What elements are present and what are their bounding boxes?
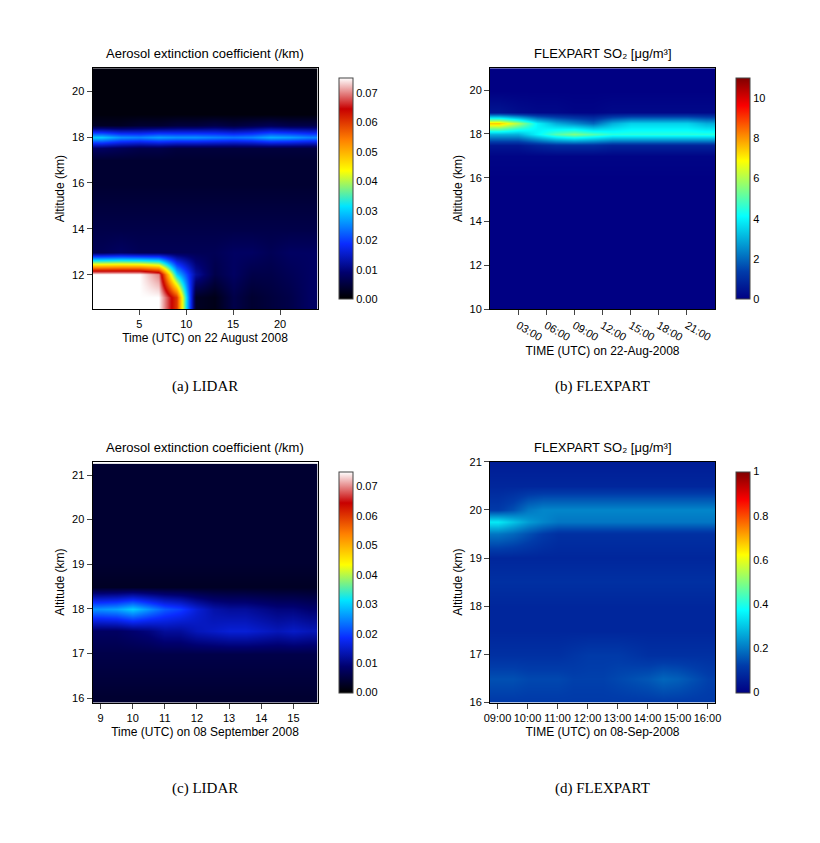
svg-text:FLEXPART SO₂ [μg/m³]: FLEXPART SO₂ [μg/m³]: [534, 440, 672, 455]
svg-text:14: 14: [470, 215, 482, 227]
svg-text:20: 20: [72, 513, 84, 525]
svg-text:0: 0: [753, 293, 759, 305]
svg-text:(c) LIDAR: (c) LIDAR: [172, 780, 238, 797]
svg-text:19: 19: [72, 558, 84, 570]
svg-text:0.04: 0.04: [356, 175, 377, 187]
svg-text:0.01: 0.01: [356, 264, 377, 276]
svg-text:09:00: 09:00: [571, 319, 601, 343]
svg-text:06:00: 06:00: [543, 319, 573, 343]
svg-text:TIME (UTC) on 08-Sep-2008: TIME (UTC) on 08-Sep-2008: [525, 725, 679, 739]
svg-text:0.04: 0.04: [356, 569, 377, 581]
svg-text:0: 0: [753, 686, 759, 698]
svg-text:Altitude (km): Altitude (km): [451, 548, 465, 615]
svg-text:19: 19: [470, 552, 482, 564]
svg-text:16: 16: [470, 696, 482, 708]
svg-text:0.05: 0.05: [356, 146, 377, 158]
svg-text:FLEXPART SO₂ [μg/m³]: FLEXPART SO₂ [μg/m³]: [534, 46, 672, 61]
svg-text:Time (UTC) on 08 September 200: Time (UTC) on 08 September 2008: [111, 725, 299, 739]
svg-text:20: 20: [274, 318, 286, 330]
svg-text:Altitude (km): Altitude (km): [53, 548, 67, 615]
svg-text:16: 16: [72, 177, 84, 189]
svg-text:(a) LIDAR: (a) LIDAR: [172, 378, 238, 395]
svg-text:8: 8: [753, 132, 759, 144]
svg-text:4: 4: [753, 213, 759, 225]
svg-text:15:00: 15:00: [664, 712, 692, 724]
svg-text:13:00: 13:00: [604, 712, 632, 724]
svg-text:12: 12: [470, 259, 482, 271]
svg-text:15: 15: [287, 712, 299, 724]
svg-text:0.00: 0.00: [356, 686, 377, 698]
svg-text:18: 18: [470, 128, 482, 140]
svg-text:Altitude (km): Altitude (km): [53, 155, 67, 222]
svg-text:20: 20: [470, 84, 482, 96]
svg-text:20: 20: [72, 85, 84, 97]
svg-text:14:00: 14:00: [634, 712, 662, 724]
svg-text:12:00: 12:00: [574, 712, 602, 724]
svg-text:0.00: 0.00: [356, 293, 377, 305]
svg-text:16: 16: [72, 692, 84, 704]
svg-text:11: 11: [159, 712, 170, 724]
svg-text:0.06: 0.06: [356, 116, 377, 128]
svg-text:Altitude (km): Altitude (km): [451, 155, 465, 222]
svg-text:18: 18: [470, 600, 482, 612]
svg-text:0.4: 0.4: [753, 598, 768, 610]
svg-text:03:00: 03:00: [514, 319, 544, 343]
svg-text:21: 21: [72, 469, 84, 481]
svg-text:21: 21: [470, 456, 482, 468]
svg-text:(d) FLEXPART: (d) FLEXPART: [555, 780, 650, 797]
svg-text:15:00: 15:00: [627, 319, 657, 343]
svg-text:15: 15: [227, 318, 239, 330]
svg-text:09:00: 09:00: [484, 712, 512, 724]
svg-text:(b) FLEXPART: (b) FLEXPART: [555, 378, 650, 395]
svg-text:5: 5: [136, 318, 142, 330]
svg-text:12:00: 12:00: [599, 319, 629, 343]
svg-text:11:00: 11:00: [544, 712, 571, 724]
svg-text:Aerosol extinction coefficient: Aerosol extinction coefficient (/km): [106, 440, 304, 455]
svg-text:0.6: 0.6: [753, 554, 768, 566]
svg-text:18: 18: [72, 603, 84, 615]
svg-text:10:00: 10:00: [514, 712, 542, 724]
svg-text:0.03: 0.03: [356, 205, 377, 217]
svg-text:0.05: 0.05: [356, 539, 377, 551]
svg-text:Time (UTC) on 22 August 2008: Time (UTC) on 22 August 2008: [122, 331, 288, 345]
svg-text:12: 12: [191, 712, 203, 724]
svg-text:0.01: 0.01: [356, 657, 377, 669]
svg-text:21:00: 21:00: [683, 319, 713, 343]
svg-text:1: 1: [753, 465, 759, 477]
svg-text:18: 18: [72, 131, 84, 143]
svg-text:0.07: 0.07: [356, 87, 377, 99]
svg-text:12: 12: [72, 269, 84, 281]
svg-text:16: 16: [470, 172, 482, 184]
svg-text:20: 20: [470, 504, 482, 516]
svg-text:14: 14: [255, 712, 267, 724]
svg-text:0.2: 0.2: [753, 642, 768, 654]
svg-text:10: 10: [753, 92, 765, 104]
svg-text:Aerosol extinction coefficient: Aerosol extinction coefficient (/km): [106, 46, 304, 61]
svg-text:17: 17: [72, 647, 84, 659]
svg-text:10: 10: [180, 318, 192, 330]
svg-text:0.02: 0.02: [356, 234, 377, 246]
svg-text:0.07: 0.07: [356, 480, 377, 492]
svg-text:14: 14: [72, 223, 84, 235]
svg-text:17: 17: [470, 648, 482, 660]
svg-text:0.06: 0.06: [356, 510, 377, 522]
svg-text:9: 9: [97, 712, 103, 724]
svg-text:10: 10: [470, 303, 482, 315]
svg-text:0.8: 0.8: [753, 510, 768, 522]
svg-text:18:00: 18:00: [655, 319, 685, 343]
svg-text:10: 10: [127, 712, 139, 724]
svg-text:16:00: 16:00: [694, 712, 722, 724]
svg-text:6: 6: [753, 172, 759, 184]
svg-text:2: 2: [753, 253, 759, 265]
svg-text:13: 13: [223, 712, 235, 724]
svg-text:0.02: 0.02: [356, 628, 377, 640]
svg-text:0.03: 0.03: [356, 598, 377, 610]
svg-text:TIME (UTC) on 22-Aug-2008: TIME (UTC) on 22-Aug-2008: [525, 344, 679, 358]
